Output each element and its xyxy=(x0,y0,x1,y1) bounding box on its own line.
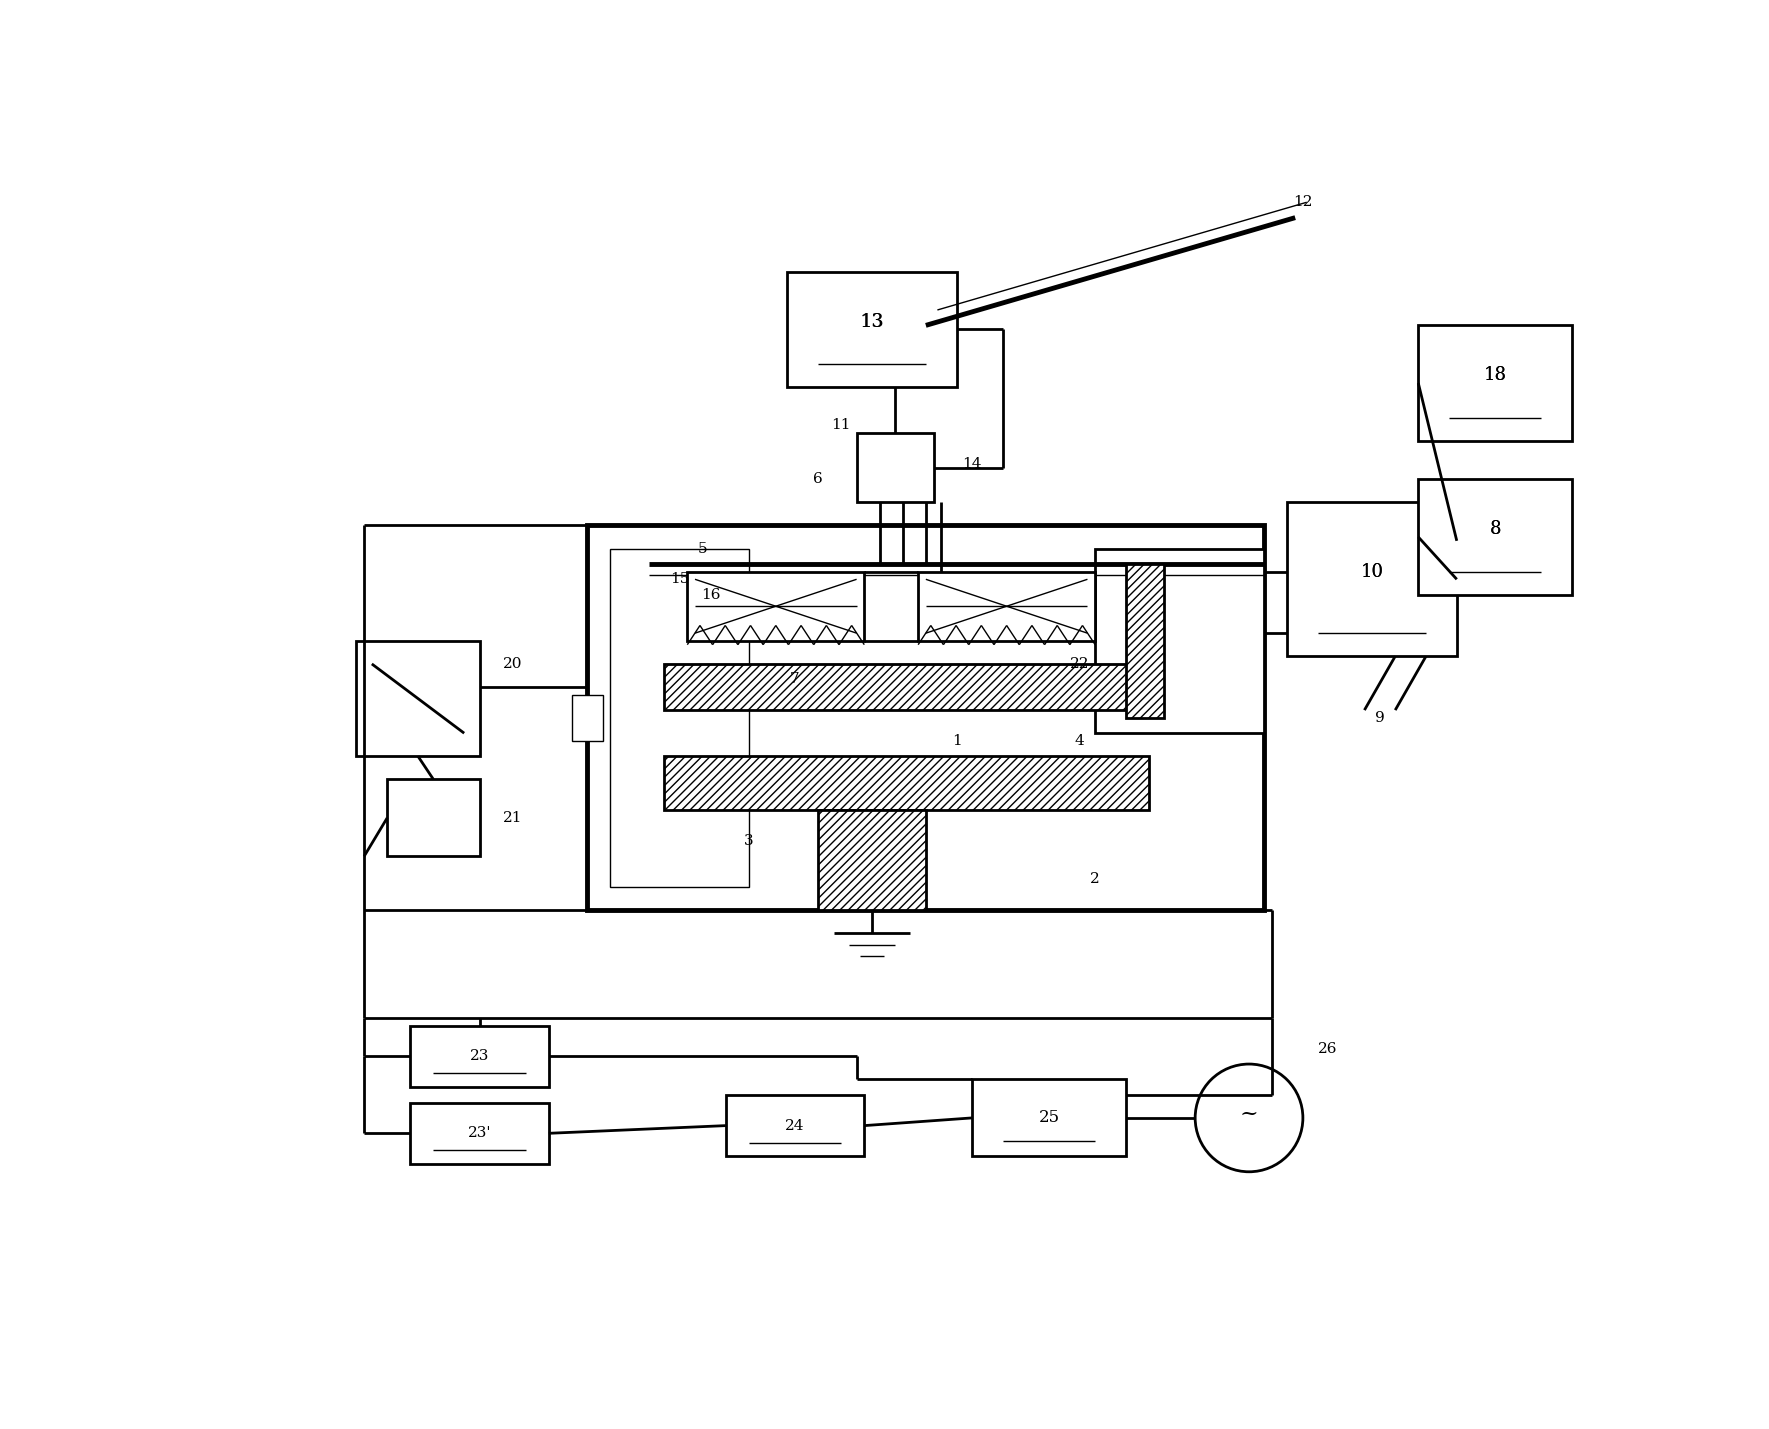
Text: 7: 7 xyxy=(791,672,800,686)
Text: 11: 11 xyxy=(831,419,851,433)
Bar xyxy=(787,272,957,387)
Text: 26: 26 xyxy=(1318,1042,1337,1056)
Bar xyxy=(587,526,1265,910)
Text: 24: 24 xyxy=(785,1119,805,1133)
Text: 15: 15 xyxy=(670,572,690,586)
Text: 10: 10 xyxy=(1360,563,1383,580)
Text: 6: 6 xyxy=(814,472,823,486)
Bar xyxy=(918,572,1095,640)
Bar xyxy=(1095,549,1265,733)
Bar xyxy=(1419,479,1573,594)
Bar xyxy=(725,1095,865,1156)
Bar xyxy=(663,756,1150,810)
Text: 18: 18 xyxy=(1484,366,1507,384)
Text: 2: 2 xyxy=(1090,872,1100,886)
Text: 18: 18 xyxy=(1484,366,1507,384)
Bar xyxy=(971,1079,1125,1156)
Text: 14: 14 xyxy=(962,457,982,472)
Text: 22: 22 xyxy=(1070,657,1090,672)
Bar xyxy=(410,1103,548,1165)
Text: 21: 21 xyxy=(502,810,522,825)
Bar xyxy=(817,810,925,910)
Text: 13: 13 xyxy=(860,313,883,330)
Text: 4: 4 xyxy=(1076,735,1084,747)
Text: 1: 1 xyxy=(952,735,962,747)
Bar xyxy=(1125,564,1164,717)
Text: 23: 23 xyxy=(471,1049,490,1063)
Text: 13: 13 xyxy=(860,313,884,330)
Text: 8: 8 xyxy=(1489,520,1502,539)
Bar xyxy=(1419,326,1573,440)
Text: 20: 20 xyxy=(502,657,522,672)
Text: 25: 25 xyxy=(1038,1109,1060,1126)
Bar xyxy=(688,572,865,640)
Bar xyxy=(663,664,1150,710)
Bar xyxy=(356,640,479,756)
Bar xyxy=(1288,503,1458,656)
Text: 16: 16 xyxy=(701,587,720,602)
Text: 10: 10 xyxy=(1360,563,1383,580)
Text: 23': 23' xyxy=(467,1126,492,1140)
Bar xyxy=(571,694,603,740)
Bar xyxy=(610,549,748,887)
Bar xyxy=(410,1026,548,1087)
Bar xyxy=(856,433,934,503)
Text: 8: 8 xyxy=(1489,520,1502,539)
Text: 9: 9 xyxy=(1375,710,1385,725)
Text: ~: ~ xyxy=(1240,1103,1258,1125)
Bar xyxy=(387,779,479,856)
Text: 12: 12 xyxy=(1293,196,1313,209)
Text: 3: 3 xyxy=(745,835,754,847)
Text: 5: 5 xyxy=(699,542,708,556)
